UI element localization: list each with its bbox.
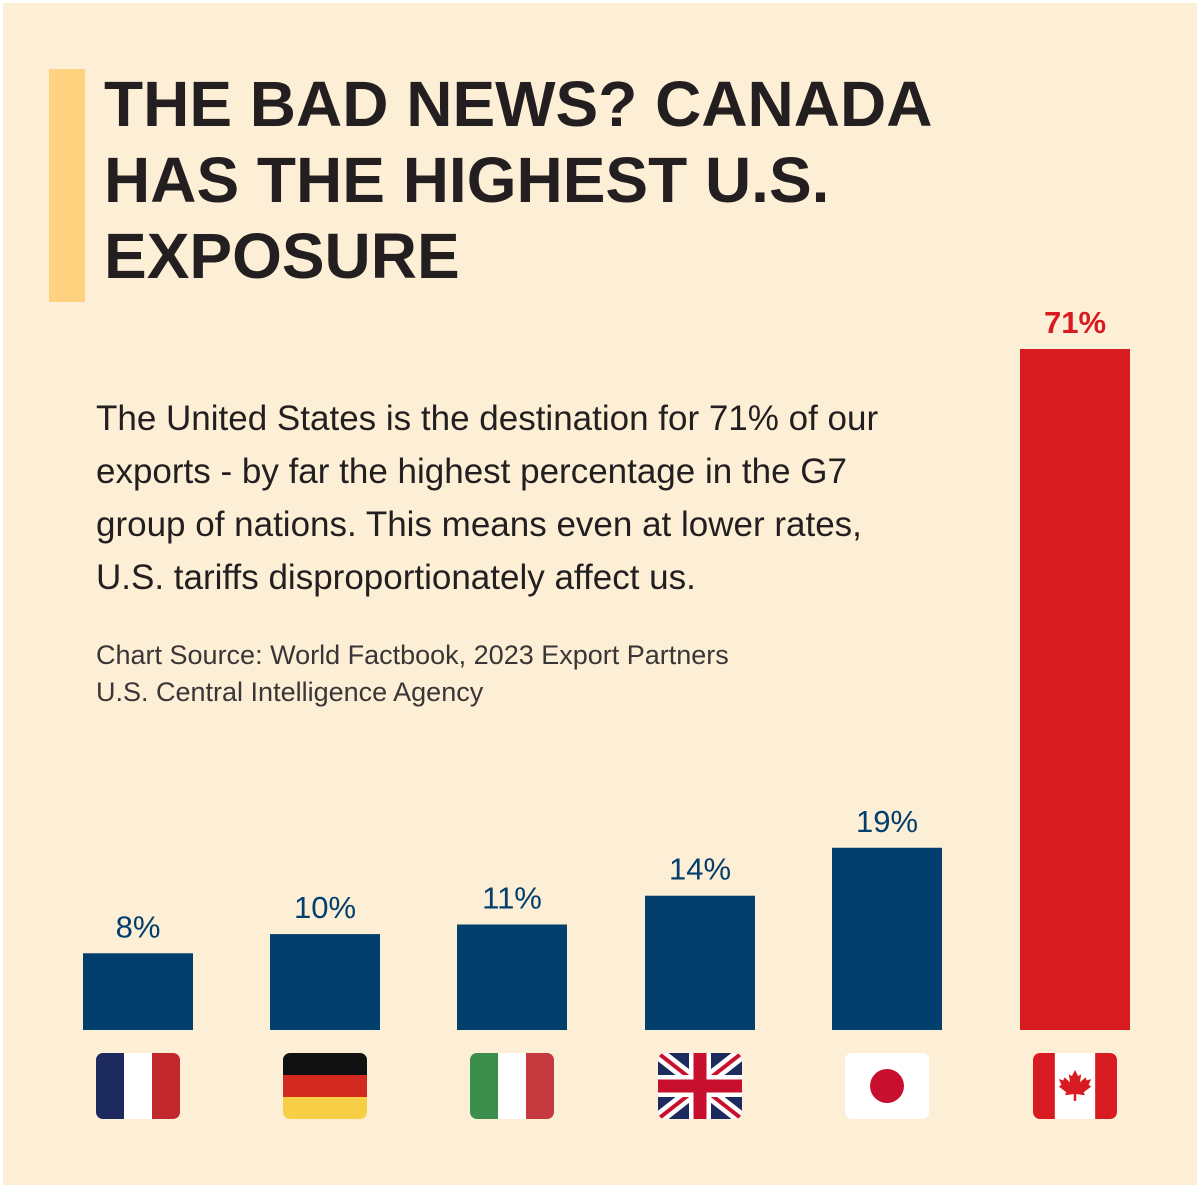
bar-japan bbox=[832, 847, 942, 1030]
bar-value-label: 71% bbox=[1044, 305, 1106, 340]
description: The United States is the destination for… bbox=[96, 392, 956, 604]
source-line: U.S. Central Intelligence Agency bbox=[96, 677, 484, 707]
bar-value-label: 8% bbox=[116, 909, 161, 944]
bar-value-label: 10% bbox=[294, 890, 356, 925]
japan-flag-icon bbox=[845, 1053, 929, 1119]
chart-source: Chart Source: World Factbook, 2023 Expor… bbox=[96, 637, 856, 711]
bar-united-kingdom bbox=[645, 895, 755, 1030]
infographic-card bbox=[3, 3, 1197, 1185]
france-flag-icon bbox=[96, 1053, 180, 1119]
bar-germany bbox=[270, 934, 380, 1030]
canada-flag-icon bbox=[1033, 1053, 1117, 1119]
source-line: Chart Source: World Factbook, 2023 Expor… bbox=[96, 640, 729, 670]
bar-value-label: 19% bbox=[856, 804, 918, 839]
description-line: U.S. tariffs disproportionately affect u… bbox=[96, 558, 696, 597]
description-line: exports - by far the highest percentage … bbox=[96, 452, 847, 491]
bar-italy bbox=[457, 924, 567, 1030]
germany-flag-icon bbox=[283, 1053, 367, 1119]
accent-bar bbox=[49, 69, 85, 302]
title-line: HAS THE HIGHEST U.S. bbox=[104, 144, 830, 216]
description-line: The United States is the destination for… bbox=[96, 399, 879, 438]
title-line: EXPOSURE bbox=[104, 220, 460, 292]
page-title: THE BAD NEWS? CANADA HAS THE HIGHEST U.S… bbox=[104, 66, 1004, 294]
bar-value-label: 14% bbox=[669, 852, 731, 887]
bar-france bbox=[83, 953, 193, 1030]
uk-flag-icon bbox=[658, 1053, 742, 1119]
description-line: group of nations. This means even at low… bbox=[96, 505, 862, 544]
bar-canada bbox=[1020, 349, 1130, 1030]
title-line: THE BAD NEWS? CANADA bbox=[104, 68, 933, 140]
bar-value-label: 11% bbox=[482, 880, 542, 915]
italy-flag-icon bbox=[470, 1053, 554, 1119]
